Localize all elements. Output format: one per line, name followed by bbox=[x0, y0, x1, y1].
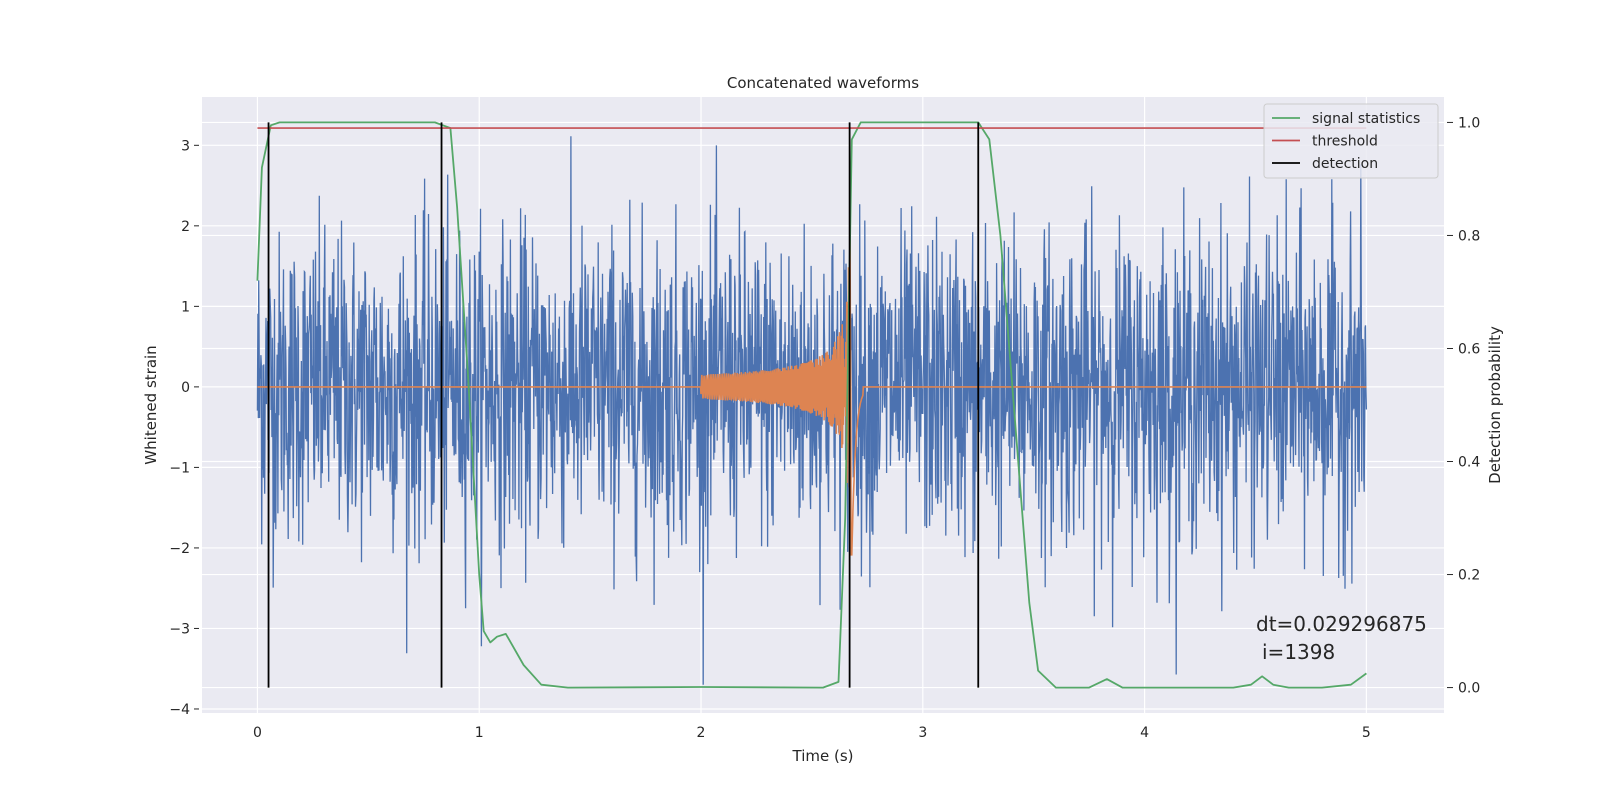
series-signal-statistics bbox=[256, 121, 1367, 689]
y-tick-label: −3 bbox=[169, 621, 190, 637]
tick-labels: 0 1 2 3 4 5 −4 −3 −2 −1 0 1 2 3 0.0 0.2 0.4 0.6 0.8 1.0 bbox=[169, 115, 1480, 741]
legend-label: detection bbox=[1312, 156, 1378, 172]
data-layer bbox=[256, 121, 1368, 689]
chart-title: Concatenated waveforms bbox=[727, 74, 919, 92]
x-tick-label: 0 bbox=[253, 725, 262, 741]
y2-tick-label: 0.8 bbox=[1458, 228, 1480, 244]
y-tick-label: 3 bbox=[181, 138, 190, 154]
y2-axis-label: Detection probability bbox=[1486, 326, 1504, 484]
x-tick-label: 4 bbox=[1140, 725, 1149, 741]
legend: signal statistics threshold detection bbox=[1263, 103, 1439, 179]
y2-tick-label: 0.2 bbox=[1458, 568, 1480, 584]
y-tick-label: −1 bbox=[169, 460, 190, 476]
legend-label: signal statistics bbox=[1312, 111, 1420, 127]
y-tick-label: −2 bbox=[169, 541, 190, 557]
y2-tick-label: 1.0 bbox=[1458, 115, 1480, 131]
legend-label: threshold bbox=[1312, 134, 1378, 150]
legend-box bbox=[1263, 103, 1439, 179]
y-tick-label: 2 bbox=[181, 219, 190, 235]
y-tick-label: 0 bbox=[181, 380, 190, 396]
y-axis-label: Whitened strain bbox=[142, 345, 160, 464]
y2-tick-label: 0.0 bbox=[1458, 681, 1480, 697]
x-tick-label: 1 bbox=[475, 725, 484, 741]
x-tick-label: 2 bbox=[697, 725, 706, 741]
y2-tick-label: 0.6 bbox=[1458, 341, 1480, 357]
x-axis-label: Time (s) bbox=[792, 747, 854, 765]
y-tick-label: 1 bbox=[181, 299, 190, 315]
x-tick-label: 5 bbox=[1362, 725, 1371, 741]
x-tick-label: 3 bbox=[918, 725, 927, 741]
y-tick-label: −4 bbox=[169, 702, 190, 718]
annotation-i: i=1398 bbox=[1262, 640, 1335, 664]
annotation-dt: dt=0.029296875 bbox=[1256, 612, 1427, 636]
y2-tick-label: 0.4 bbox=[1458, 455, 1480, 471]
